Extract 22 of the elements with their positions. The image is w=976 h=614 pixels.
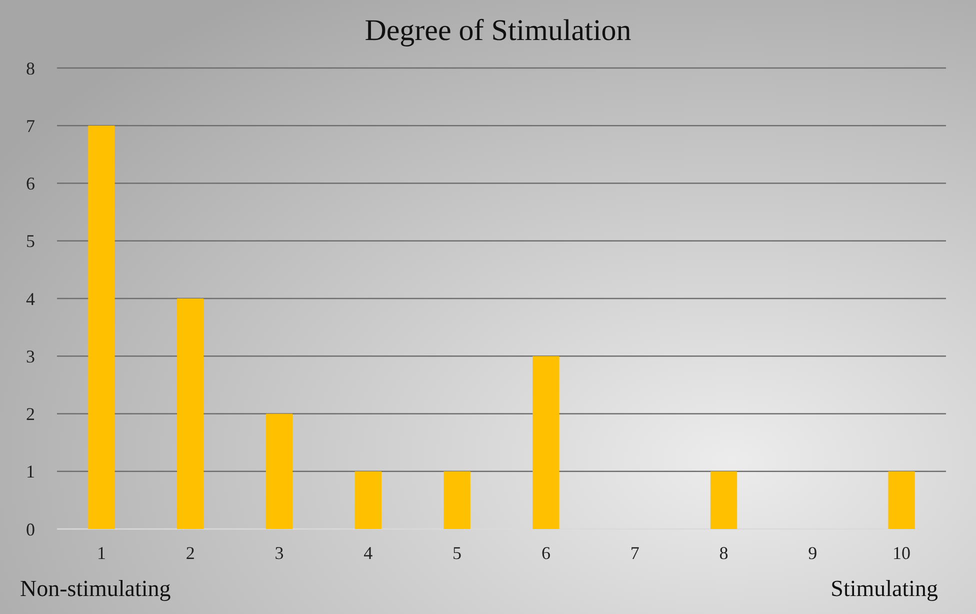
- x-tick-label: 7: [630, 543, 640, 563]
- x-tick-label: 10: [892, 543, 911, 563]
- x-tick-label: 5: [452, 543, 462, 563]
- y-tick-label: 6: [26, 174, 35, 194]
- x-tick-label: 2: [186, 543, 195, 563]
- y-tick-label: 2: [26, 404, 35, 424]
- x-tick-label: 6: [541, 543, 550, 563]
- x-tick-label: 3: [274, 543, 284, 563]
- text: Stimulating: [830, 576, 938, 601]
- x-tick-label: 4: [364, 543, 373, 563]
- y-tick-label: 1: [26, 462, 35, 482]
- x-tick-label: 1: [96, 543, 106, 563]
- y-tick-label: 8: [26, 58, 35, 78]
- y-tick-label: 5: [26, 231, 35, 252]
- chart-title: Degree of Stimulation: [364, 14, 632, 47]
- text: Non-stimulating: [20, 576, 172, 601]
- y-tick-label: 0: [26, 519, 35, 540]
- y-tick-label: 3: [26, 346, 35, 366]
- x-tick-label: 8: [719, 543, 728, 563]
- y-tick-label: 4: [26, 288, 35, 309]
- x-tick-label: 9: [808, 543, 818, 563]
- y-tick-label: 7: [26, 116, 35, 136]
